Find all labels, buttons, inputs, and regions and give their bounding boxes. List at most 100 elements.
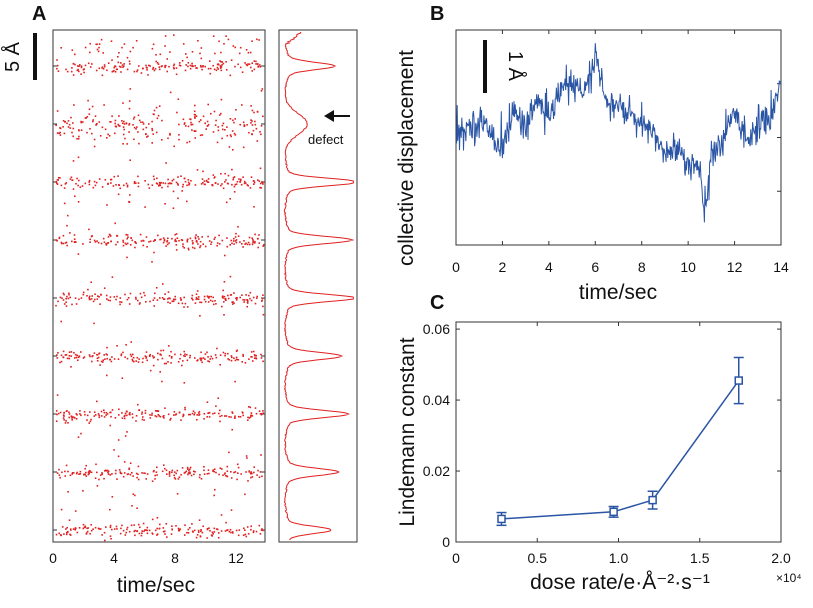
panel-a-point bbox=[62, 350, 65, 353]
panel-a-point bbox=[187, 473, 189, 476]
panel-a-point bbox=[252, 240, 255, 243]
panel-a-point bbox=[191, 294, 194, 297]
panel-a-point bbox=[198, 476, 201, 479]
panel-a-point bbox=[206, 473, 209, 475]
panel-a-point bbox=[177, 478, 180, 480]
panel-a-point bbox=[235, 239, 238, 241]
panel-a-point bbox=[121, 524, 123, 527]
panel-a-point bbox=[166, 241, 168, 243]
panel-a-point bbox=[145, 126, 148, 129]
panel-a-point bbox=[167, 291, 170, 293]
panel-a-point bbox=[134, 241, 137, 244]
panel-a-point bbox=[72, 74, 75, 76]
panel-a-point bbox=[145, 356, 148, 358]
panel-a-point bbox=[119, 303, 121, 306]
panel-a-point bbox=[257, 63, 259, 65]
panel-a-point bbox=[248, 294, 250, 297]
panel-a-point bbox=[124, 435, 127, 437]
panel-a-point bbox=[114, 119, 117, 122]
panel-a-point bbox=[241, 71, 244, 73]
panel-a-point bbox=[72, 122, 74, 124]
panel-a-point bbox=[82, 68, 85, 71]
panel-a-point bbox=[87, 288, 89, 291]
panel-a-point bbox=[229, 244, 231, 246]
panel-a-point bbox=[200, 64, 202, 67]
panel-a-point bbox=[86, 131, 88, 134]
panel-a-point bbox=[56, 110, 59, 112]
panel-a-point bbox=[69, 296, 71, 299]
panel-a-point bbox=[174, 238, 177, 241]
panel-a-point bbox=[192, 531, 194, 533]
panel-a-point bbox=[258, 242, 261, 244]
panel-a-point bbox=[200, 530, 202, 533]
panel-a-point bbox=[65, 420, 67, 422]
panel-a-point bbox=[252, 129, 255, 132]
panel-a-point bbox=[219, 420, 221, 423]
panel-a-point bbox=[215, 356, 218, 359]
panel-a-point bbox=[94, 115, 97, 117]
panel-a-point bbox=[137, 299, 139, 302]
panel-a-point bbox=[137, 361, 140, 363]
panel-a-point bbox=[167, 137, 169, 140]
panel-a-point bbox=[111, 70, 114, 73]
panel-a-point bbox=[160, 238, 162, 241]
panel-a-point bbox=[255, 127, 258, 130]
panel-a-point bbox=[106, 242, 109, 244]
panel-a-point bbox=[94, 241, 97, 243]
panel-a-point bbox=[65, 533, 68, 536]
panel-a-point bbox=[101, 74, 104, 77]
panel-a-point bbox=[171, 469, 174, 472]
panel-a-point bbox=[77, 201, 80, 203]
panel-a-point bbox=[245, 49, 248, 51]
panel-a-point bbox=[228, 416, 230, 418]
panel-a-point bbox=[161, 357, 164, 360]
panel-a-point bbox=[259, 186, 261, 189]
panel-a-point bbox=[196, 359, 198, 362]
panel-a-point bbox=[254, 355, 256, 357]
panel-a-point bbox=[177, 176, 179, 178]
panel-a-point bbox=[202, 182, 204, 184]
panel-a-point bbox=[214, 182, 217, 184]
panel-a-point bbox=[151, 480, 154, 482]
panel-a-point bbox=[154, 239, 156, 241]
panel-a-point bbox=[187, 248, 190, 251]
panel-a-point bbox=[164, 45, 166, 47]
panel-a-point bbox=[230, 471, 232, 473]
panel-a-point bbox=[55, 304, 57, 307]
panel-a-point bbox=[200, 183, 203, 185]
panel-a-point bbox=[117, 175, 119, 177]
panel-a-point bbox=[223, 43, 225, 45]
panel-a-point bbox=[183, 122, 186, 124]
panel-a-point bbox=[137, 465, 140, 468]
panel-a-point bbox=[185, 64, 187, 66]
panel-a-point bbox=[137, 131, 139, 133]
panel-a-point bbox=[178, 529, 180, 532]
panel-a-point bbox=[215, 303, 217, 305]
panel-a-point bbox=[168, 355, 171, 357]
panel-a-point bbox=[245, 182, 247, 184]
panel-a-point bbox=[207, 412, 209, 414]
panel-a-point bbox=[126, 143, 128, 145]
panel-a-point bbox=[93, 138, 96, 141]
panel-a-point bbox=[200, 66, 202, 68]
panel-a-point bbox=[122, 239, 124, 242]
panel-a-point bbox=[258, 476, 261, 478]
panel-a-point bbox=[259, 533, 262, 535]
panel-a-point bbox=[204, 353, 207, 355]
panel-a-point bbox=[131, 358, 134, 361]
panel-b-xtick-label: 10 bbox=[680, 259, 696, 275]
panel-a-point bbox=[154, 410, 157, 412]
panel-c-data-point bbox=[734, 376, 743, 385]
panel-a-point bbox=[153, 69, 156, 72]
panel-a-point bbox=[193, 473, 195, 476]
panel-a-point bbox=[89, 128, 91, 130]
panel-a-point bbox=[84, 525, 87, 528]
panel-a-point bbox=[246, 299, 248, 301]
panel-a-point bbox=[124, 293, 126, 296]
panel-a-point bbox=[157, 234, 159, 237]
panel-a-point bbox=[169, 51, 171, 53]
panel-a-point bbox=[59, 476, 61, 479]
panel-a-point bbox=[70, 415, 73, 418]
panel-a-point bbox=[168, 475, 171, 477]
panel-a-point bbox=[132, 475, 134, 477]
